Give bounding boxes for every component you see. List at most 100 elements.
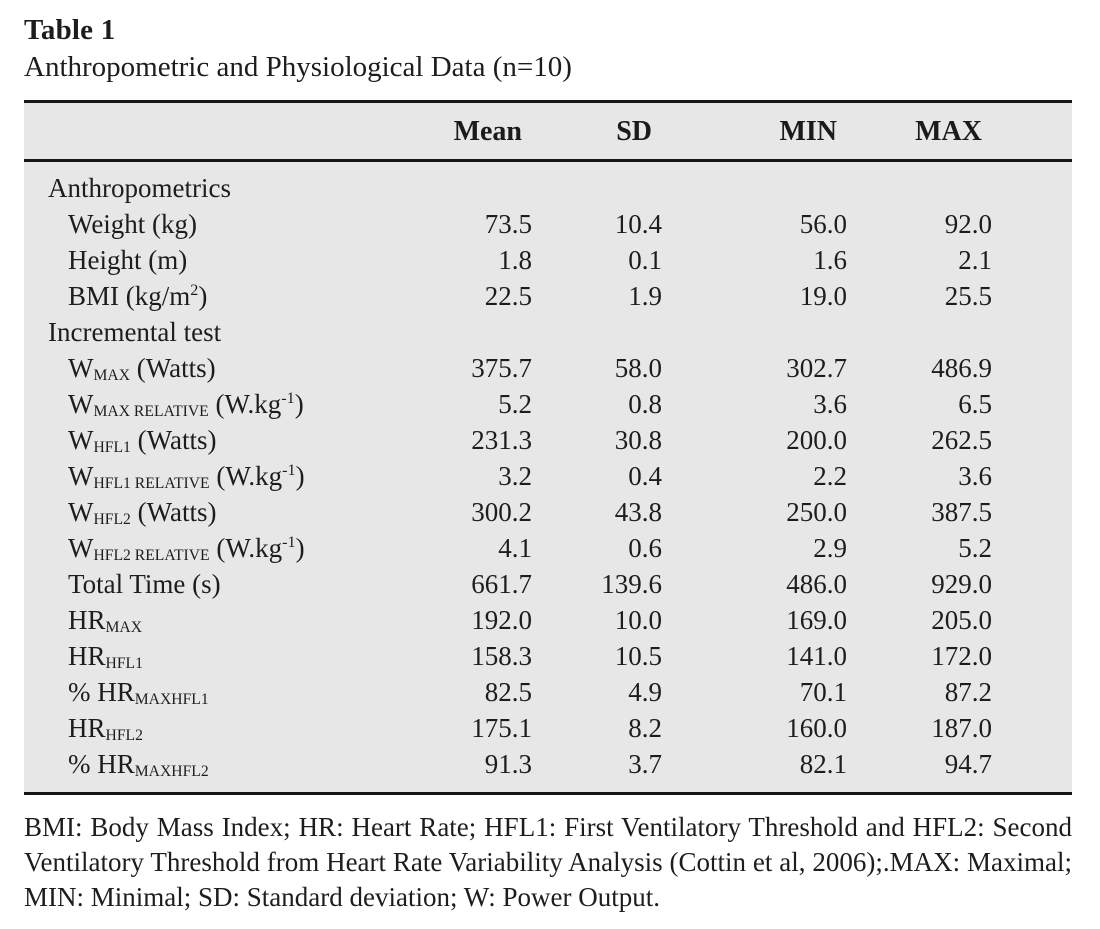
table-row: HRMAX 192.0 10.0 169.0 205.0 <box>24 602 1072 638</box>
cell-value: 929.0 <box>931 569 992 599</box>
table-row: Weight (kg) 73.5 10.4 56.0 92.0 <box>24 206 1072 242</box>
spacer-cell <box>992 710 1072 746</box>
cell-value: 1.9 <box>628 281 662 311</box>
section-label: Incremental test <box>48 317 222 347</box>
spacer-cell <box>992 566 1072 602</box>
spacer-cell <box>992 746 1072 794</box>
spacer-cell <box>992 638 1072 674</box>
cell-value: 10.5 <box>614 641 662 671</box>
cell-value: 4.1 <box>498 533 532 563</box>
cell-value: 2.2 <box>813 461 847 491</box>
row-label: WHFL1 RELATIVE (W.kg-1) <box>68 461 305 493</box>
cell-value: 661.7 <box>471 569 532 599</box>
spacer-cell <box>992 458 1072 494</box>
section-label: Anthropometrics <box>48 173 231 203</box>
header-row: Mean SD MIN MAX <box>24 101 1072 162</box>
table-row: WHFL1 (Watts) 231.3 30.8 200.0 262.5 <box>24 422 1072 458</box>
cell-value: 1.6 <box>813 245 847 275</box>
spacer-cell <box>992 350 1072 386</box>
cell-value: 22.5 <box>484 281 532 311</box>
cell-value: 3.6 <box>958 461 992 491</box>
cell-value: 205.0 <box>931 605 992 635</box>
table-footnote: BMI: Body Mass Index; HR: Heart Rate; HF… <box>24 812 1072 912</box>
cell-value <box>662 161 847 207</box>
cell-value: 30.8 <box>614 425 662 455</box>
spacer-cell <box>992 602 1072 638</box>
row-label: Weight (kg) <box>68 209 198 239</box>
cell-value: 141.0 <box>786 641 847 671</box>
row-label: WHFL1 (Watts) <box>68 425 217 457</box>
cell-value <box>662 314 847 350</box>
row-label: % HRMAXHFL2 <box>68 749 209 781</box>
cell-value: 3.6 <box>813 389 847 419</box>
table-number: Table 1 <box>24 14 116 46</box>
cell-value: 139.6 <box>601 569 662 599</box>
cell-value: 73.5 <box>484 209 532 239</box>
table-row: HRHFL1 158.3 10.5 141.0 172.0 <box>24 638 1072 674</box>
cell-value: 1.8 <box>498 245 532 275</box>
section-row: Anthropometrics <box>24 161 1072 207</box>
spacer-cell <box>992 161 1072 207</box>
table-row: HRHFL2 175.1 8.2 160.0 187.0 <box>24 710 1072 746</box>
cell-value: 8.2 <box>628 713 662 743</box>
cell-value: 94.7 <box>944 749 992 779</box>
row-label: HRHFL1 <box>68 641 143 673</box>
cell-value <box>847 314 992 350</box>
row-label: WMAX RELATIVE (W.kg-1) <box>68 389 304 421</box>
row-label: Total Time (s) <box>68 569 221 599</box>
cell-value: 375.7 <box>471 353 532 383</box>
cell-value: 19.0 <box>799 281 847 311</box>
column-header-spacer <box>992 101 1072 162</box>
row-label: Height (m) <box>68 245 188 275</box>
spacer-cell <box>992 386 1072 422</box>
row-label: BMI (kg/m2) <box>68 281 208 311</box>
column-header-mean: Mean <box>422 101 532 162</box>
cell-value: 175.1 <box>471 713 532 743</box>
column-header-empty <box>24 101 422 162</box>
cell-value: 169.0 <box>786 605 847 635</box>
cell-value: 262.5 <box>931 425 992 455</box>
cell-value: 25.5 <box>944 281 992 311</box>
cell-value: 231.3 <box>471 425 532 455</box>
row-label: WHFL2 RELATIVE (W.kg-1) <box>68 533 305 565</box>
cell-value: 486.9 <box>931 353 992 383</box>
cell-value: 3.2 <box>498 461 532 491</box>
spacer-cell <box>992 674 1072 710</box>
cell-value: 82.1 <box>799 749 847 779</box>
table-row: % HRMAXHFL2 91.3 3.7 82.1 94.7 <box>24 746 1072 794</box>
spacer-cell <box>992 422 1072 458</box>
table-row: WHFL2 RELATIVE (W.kg-1) 4.1 0.6 2.9 5.2 <box>24 530 1072 566</box>
cell-value <box>422 161 532 207</box>
row-label: WMAX (Watts) <box>68 353 216 385</box>
section-row: Incremental test <box>24 314 1072 350</box>
table-row: Total Time (s) 661.7 139.6 486.0 929.0 <box>24 566 1072 602</box>
cell-value: 10.0 <box>614 605 662 635</box>
row-label: WHFL2 (Watts) <box>68 497 217 529</box>
cell-value: 5.2 <box>498 389 532 419</box>
cell-value <box>422 314 532 350</box>
cell-value: 302.7 <box>786 353 847 383</box>
cell-value: 187.0 <box>931 713 992 743</box>
row-label: HRHFL2 <box>68 713 143 745</box>
table-row: WMAX RELATIVE (W.kg-1) 5.2 0.8 3.6 6.5 <box>24 386 1072 422</box>
column-header-max: MAX <box>847 101 992 162</box>
table-row: WMAX (Watts) 375.7 58.0 302.7 486.9 <box>24 350 1072 386</box>
data-table: Mean SD MIN MAX Anthropometrics Weight (k… <box>24 100 1072 795</box>
column-header-sd: SD <box>532 101 662 162</box>
cell-value: 0.4 <box>628 461 662 491</box>
cell-value: 3.7 <box>628 749 662 779</box>
cell-value: 82.5 <box>484 677 532 707</box>
table-row: BMI (kg/m2) 22.5 1.9 19.0 25.5 <box>24 278 1072 314</box>
cell-value: 158.3 <box>471 641 532 671</box>
cell-value <box>532 314 662 350</box>
spacer-cell <box>992 242 1072 278</box>
cell-value: 92.0 <box>944 209 992 239</box>
cell-value: 43.8 <box>614 497 662 527</box>
row-label: HRMAX <box>68 605 143 637</box>
table-row: % HRMAXHFL1 82.5 4.9 70.1 87.2 <box>24 674 1072 710</box>
spacer-cell <box>992 530 1072 566</box>
cell-value: 4.9 <box>628 677 662 707</box>
spacer-cell <box>992 494 1072 530</box>
spacer-cell <box>992 278 1072 314</box>
cell-value <box>532 161 662 207</box>
